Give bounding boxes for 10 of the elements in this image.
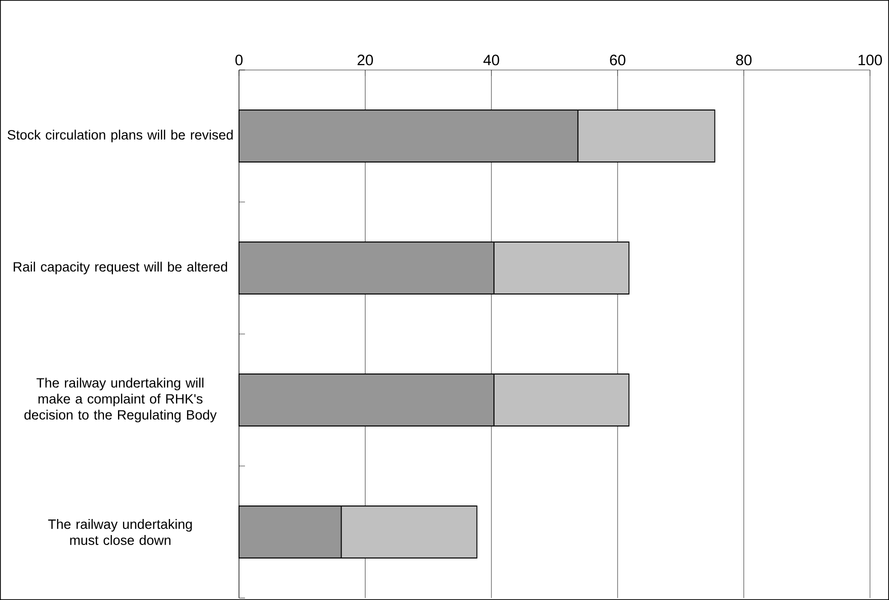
y-tick-label: Rail capacity request will be altered [14, 262, 228, 274]
y-tick-label: The railway undertaking will make a complaint of RHK's decision to the Regulating Body [24, 378, 217, 422]
x-tick-label: 0 [235, 54, 243, 66]
x-tick-label: 40 [483, 54, 500, 66]
y-tick-label: Stock circulation plans will be revised [8, 130, 233, 142]
x-tick-label: 100 [858, 54, 882, 66]
x-tick-label: 20 [358, 54, 373, 66]
y-tick-label: The railway undertaking must close down [48, 519, 192, 545]
x-tick-label: 60 [610, 54, 626, 66]
x-tick-label: 80 [736, 54, 752, 66]
